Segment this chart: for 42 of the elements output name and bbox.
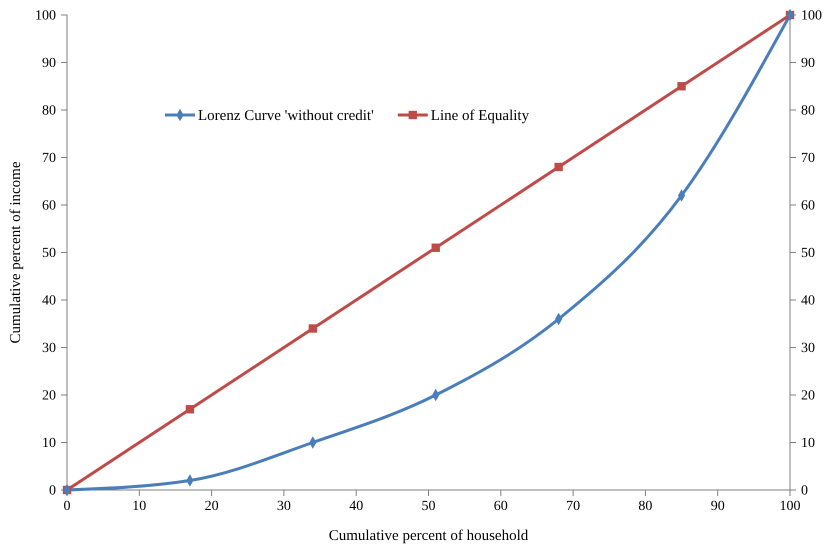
x-tick-label: 80 xyxy=(638,498,652,514)
point xyxy=(432,244,440,252)
y2-tick-label: 0 xyxy=(801,483,808,498)
x-tick-label: 0 xyxy=(64,498,70,514)
y2-tick-label: 50 xyxy=(801,246,815,261)
y2-tick-label: 70 xyxy=(801,150,815,166)
point xyxy=(186,405,194,414)
y-tick-label: 10 xyxy=(42,436,56,451)
y-tick-label: 80 xyxy=(42,103,56,118)
point xyxy=(308,324,318,333)
y2-tick-label: 60 xyxy=(801,198,815,214)
x-tick-label: 20 xyxy=(204,498,219,514)
y2-tick-label: 30 xyxy=(801,340,815,356)
y-axis-title: Cumulative percent of income xyxy=(8,161,24,344)
x-tick-label: 70 xyxy=(566,498,580,514)
x-tick-label: 30 xyxy=(276,498,291,514)
y2-tick-label: 80 xyxy=(801,103,815,118)
point xyxy=(554,162,563,172)
x-tick-label: 50 xyxy=(422,498,436,514)
x-tick-label: 40 xyxy=(349,498,364,514)
x-axis-title: Cumulative percent of household xyxy=(328,528,529,544)
y2-tick-label: 90 xyxy=(801,56,815,71)
x-tick-label: 10 xyxy=(132,498,146,514)
y2-tick-label: 10 xyxy=(801,436,815,451)
y-tick-label: 50 xyxy=(42,246,56,261)
x-tick-label: 100 xyxy=(780,498,800,514)
legend-label: Lorenz Curve 'without credit' xyxy=(198,108,374,124)
y-tick-label: 0 xyxy=(49,483,56,498)
y-tick-label: 20 xyxy=(42,388,56,404)
y-tick-label: 30 xyxy=(42,340,56,356)
y-tick-label: 100 xyxy=(35,8,56,24)
y-tick-label: 90 xyxy=(42,56,56,71)
y2-tick-label: 40 xyxy=(801,293,815,308)
y2-tick-label: 20 xyxy=(801,388,815,404)
y2-tick-label: 100 xyxy=(801,8,822,24)
x-tick-label: 60 xyxy=(494,498,508,514)
x-tick-label: 90 xyxy=(710,498,725,514)
y-tick-label: 40 xyxy=(42,293,56,308)
y-tick-label: 60 xyxy=(42,198,56,214)
point xyxy=(677,82,686,90)
y-tick-label: 70 xyxy=(42,150,56,166)
legend-label: Line of Equality xyxy=(430,108,530,124)
